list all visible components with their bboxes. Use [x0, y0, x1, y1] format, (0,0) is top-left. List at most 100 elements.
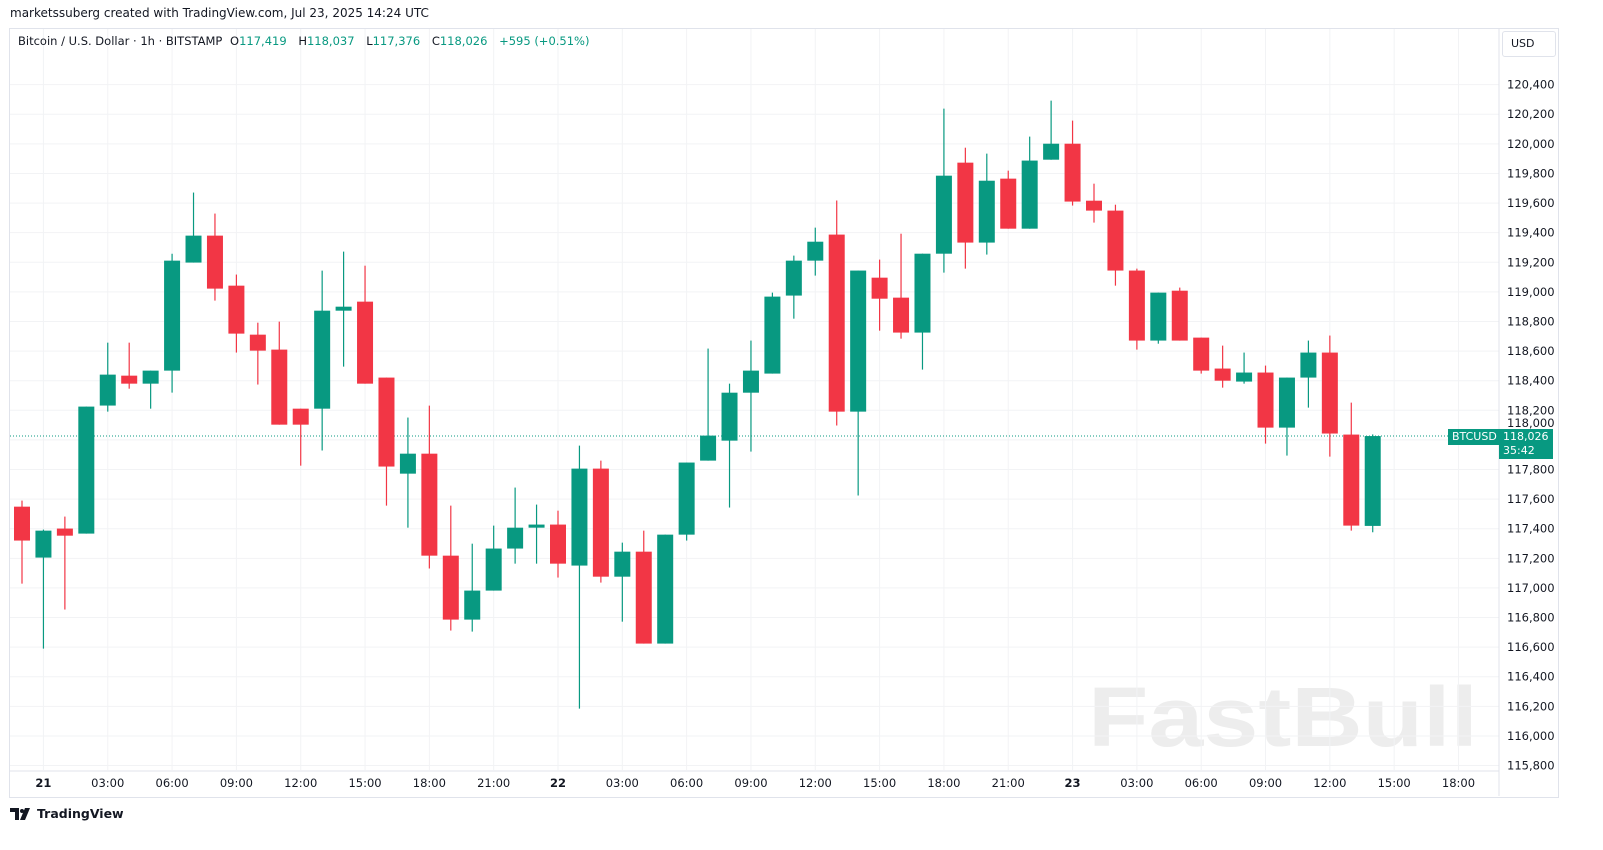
candle-body [871, 277, 888, 299]
candle [335, 251, 352, 367]
candle [614, 542, 631, 622]
tradingview-logo-icon [10, 807, 30, 820]
candle-body [206, 235, 223, 289]
price-tick-label: 119,600 [1507, 196, 1555, 210]
price-tick-label: 119,800 [1507, 166, 1555, 180]
candle-body [185, 235, 202, 263]
candle [271, 321, 288, 425]
candle-body [935, 175, 952, 254]
candle [185, 192, 202, 263]
candle-body [785, 260, 802, 296]
low-value: 117,376 [372, 34, 421, 48]
candle [228, 274, 245, 353]
time-tick-label: 18:00 [927, 776, 960, 790]
time-tick-label: 09:00 [1249, 776, 1282, 790]
price-tick-label: 119,400 [1507, 226, 1555, 240]
price-tick-label: 117,400 [1507, 522, 1555, 536]
candle-body [1236, 372, 1253, 382]
candle-body [914, 253, 931, 333]
candle [807, 227, 824, 276]
symbol-title[interactable]: Bitcoin / U.S. Dollar · 1h · BITSTAMP [18, 34, 223, 48]
candle-body [314, 310, 331, 409]
candle [893, 233, 910, 339]
price-tick-label: 118,000 [1507, 416, 1555, 430]
candle [721, 383, 738, 508]
watermark-logo: FastBull [1088, 670, 1478, 758]
candle [1000, 170, 1017, 229]
tradingview-logo[interactable]: TradingView [10, 806, 124, 821]
candle-body [657, 534, 674, 644]
candles [14, 100, 1381, 709]
candle-body [1128, 270, 1145, 341]
high-value: 118,037 [306, 34, 355, 48]
candle [957, 147, 974, 269]
candle [56, 516, 73, 610]
candle [249, 322, 266, 385]
candle-body [592, 468, 609, 577]
candle-body [957, 162, 974, 243]
time-axis: 21 03:00 06:00 09:00 12:00 15:00 18:00 21:00 22 0… [10, 770, 1499, 790]
open-value: 117,419 [239, 34, 287, 48]
price-tick-label: 116,800 [1507, 611, 1555, 625]
candle [828, 200, 845, 426]
candle-body [978, 180, 995, 243]
candle-body [721, 392, 738, 441]
candle [1193, 337, 1210, 374]
price-tick-label: 120,000 [1507, 137, 1555, 151]
candle-body [1343, 434, 1360, 526]
candle-body [357, 301, 374, 384]
price-tick-label: 116,600 [1507, 640, 1555, 654]
low-label: L [366, 34, 373, 48]
candle-body [99, 374, 116, 406]
candle [206, 213, 223, 301]
chart-credit: marketssuberg created with TradingView.c… [10, 6, 429, 20]
candle [421, 405, 438, 569]
candle [1128, 268, 1145, 350]
candle-body [164, 260, 181, 371]
candle [1257, 365, 1274, 444]
candle [292, 408, 309, 466]
time-tick-label: 23 [1065, 776, 1081, 790]
candle [1064, 120, 1081, 206]
candle-body [1086, 200, 1102, 211]
candle-body [1021, 160, 1038, 229]
candle-body [14, 506, 30, 541]
candle [78, 406, 95, 534]
candle-body [700, 435, 717, 461]
candle [1278, 377, 1295, 456]
candle [678, 462, 695, 541]
candle [1364, 434, 1381, 533]
close-label: C [431, 34, 440, 48]
candle [1343, 402, 1360, 531]
candle [550, 510, 566, 578]
candle [978, 153, 995, 255]
time-tick-label: 12:00 [1313, 776, 1346, 790]
candle [142, 370, 159, 409]
candle [1171, 287, 1188, 341]
last-price-tag: 118,026 35:42 [1499, 429, 1553, 459]
currency-button[interactable]: USD [1502, 31, 1556, 57]
candle [399, 417, 416, 528]
candle-body [1107, 210, 1124, 271]
change-value: +595 (+0.51%) [499, 34, 590, 48]
candle [1021, 136, 1038, 229]
candle [1150, 292, 1167, 344]
candle [1043, 100, 1060, 160]
candle-body [442, 555, 459, 620]
candle [850, 270, 867, 496]
candle-body [571, 468, 588, 566]
watermark: FastBull [1088, 670, 1478, 758]
candle-body [335, 306, 352, 311]
candle-body [78, 406, 95, 534]
candle-body [764, 296, 781, 374]
candle-body [893, 297, 910, 333]
symbol-legend: Bitcoin / U.S. Dollar · 1h · BITSTAMP O1… [18, 34, 593, 48]
time-tick-label: 06:00 [1185, 776, 1218, 790]
candle-body [1364, 436, 1381, 526]
bar-countdown: 35:42 [1503, 444, 1535, 457]
candle [700, 348, 717, 461]
candle [1214, 345, 1231, 388]
candle [742, 340, 759, 452]
candle-body [292, 408, 309, 425]
